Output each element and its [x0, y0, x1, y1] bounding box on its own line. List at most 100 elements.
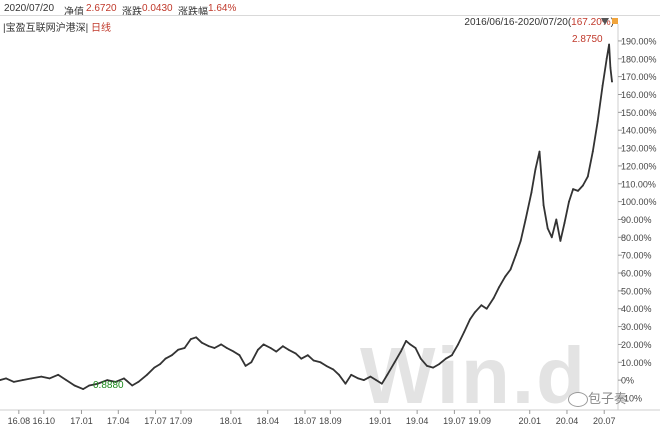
nav-data-point [474, 311, 476, 314]
nav-data-point [480, 304, 483, 307]
y-tick-label: 40.00% [621, 304, 652, 314]
nav-data-point [386, 373, 389, 376]
nav-data-point [287, 348, 290, 351]
nav-data-point [0, 379, 1, 381]
nav-data-point [524, 218, 527, 221]
nav-data-point [312, 359, 315, 362]
nav-data-point [275, 350, 278, 353]
y-tick-label: -10% [621, 394, 642, 404]
nav-value: 2.6720 [86, 3, 117, 14]
nav-data-point [509, 268, 512, 271]
x-tick-label: 18.04 [256, 416, 279, 426]
nav-data-point [257, 348, 259, 351]
y-tick-label: 0% [621, 376, 634, 386]
nav-data-point [609, 66, 612, 69]
header-divider [0, 15, 660, 16]
nav-data-point [414, 347, 417, 349]
nav-data-point [469, 318, 471, 321]
fund-name: |宝盈互联网沪港深| [3, 23, 89, 34]
nav-data-point [344, 382, 347, 385]
nav-data-point [559, 240, 562, 242]
x-tick-label: 20.07 [593, 416, 616, 426]
nav-data-point [611, 80, 613, 83]
y-tick-label: 30.00% [621, 322, 652, 332]
nav-data-point [563, 222, 566, 224]
y-tick-label: 190.00% [621, 36, 657, 46]
nav-data-point [48, 377, 51, 380]
nav-label: 净值 [64, 7, 84, 18]
nav-data-point [550, 236, 553, 239]
y-tick-label: 10.00% [621, 358, 652, 368]
nav-data-point [325, 365, 328, 367]
nav-data-point [338, 373, 340, 376]
nav-data-point [419, 357, 422, 360]
low-price-label: 0.8880 [93, 380, 124, 391]
nav-data-point [463, 331, 466, 333]
nav-data-point [114, 381, 117, 383]
nav-data-point [238, 354, 241, 357]
period-tab[interactable]: 日线 [90, 23, 111, 34]
orange-square-icon[interactable] [612, 18, 618, 24]
nav-data-point [438, 363, 441, 365]
watermark: Win.d [360, 331, 587, 420]
nav-data-point [131, 384, 134, 387]
x-tick-label: 17.04 [107, 416, 130, 426]
nav-data-point [171, 354, 173, 357]
y-tick-label: 90.00% [621, 215, 652, 225]
nav-data-point [426, 365, 428, 367]
nav-data-point [546, 227, 549, 230]
nav-data-point [586, 175, 589, 178]
y-tick-label: 160.00% [621, 90, 657, 100]
nav-data-point [485, 307, 488, 310]
nav-data-point [605, 57, 608, 60]
nav-data-point [232, 350, 235, 353]
nav-data-point [225, 347, 228, 349]
nav-data-point [73, 384, 76, 387]
x-tick-label: 16.10 [33, 416, 56, 426]
y-tick-label: 120.00% [621, 161, 657, 171]
nav-data-point [82, 388, 84, 390]
nav-data-point [88, 384, 91, 387]
nav-data-point [177, 348, 180, 351]
nav-data-point [608, 43, 610, 46]
triangle-down-icon[interactable] [601, 18, 609, 25]
x-tick-label: 17.07 [144, 416, 167, 426]
nav-data-point [189, 338, 192, 340]
nav-data-point [332, 368, 335, 371]
nav-data-point [123, 377, 125, 380]
x-tick-label: 18.09 [319, 416, 342, 426]
nav-data-point [146, 373, 148, 376]
change-label: 涨跌 [122, 7, 142, 18]
nav-data-point [451, 354, 453, 357]
nav-data-point [596, 120, 599, 123]
nav-data-point [534, 168, 537, 171]
nav-data-point [137, 381, 140, 383]
y-tick-label: 150.00% [621, 108, 657, 118]
nav-data-point [393, 361, 396, 364]
range-dates: 2016/06/16-2020/07/20( [464, 17, 572, 28]
x-tick-label: 16.08 [8, 416, 31, 426]
wechat-icon [568, 392, 588, 407]
y-tick-label: 180.00% [621, 54, 657, 64]
x-tick-label: 19.04 [406, 416, 429, 426]
x-tick-label: 19.07 [443, 416, 466, 426]
nav-data-point [530, 191, 533, 194]
nav-data-point [357, 377, 360, 380]
nav-data-point [207, 345, 210, 348]
nav-data-point [57, 373, 59, 376]
nav-data-point [300, 357, 303, 360]
nav-data-point [409, 343, 412, 346]
y-tick-label: 130.00% [621, 144, 657, 154]
nav-data-point [504, 275, 507, 278]
y-tick-label: 170.00% [621, 72, 657, 82]
nav-data-point [519, 240, 522, 242]
nav-data-point [21, 379, 24, 381]
nav-data-point [538, 150, 541, 153]
x-tick-label: 18.07 [294, 416, 317, 426]
pct-value: 1.64% [208, 3, 237, 14]
nav-data-point [363, 379, 365, 381]
nav-data-point [350, 373, 353, 376]
y-tick-label: 60.00% [621, 269, 652, 279]
x-tick-label: 20.04 [556, 416, 579, 426]
nav-data-point [30, 377, 33, 380]
